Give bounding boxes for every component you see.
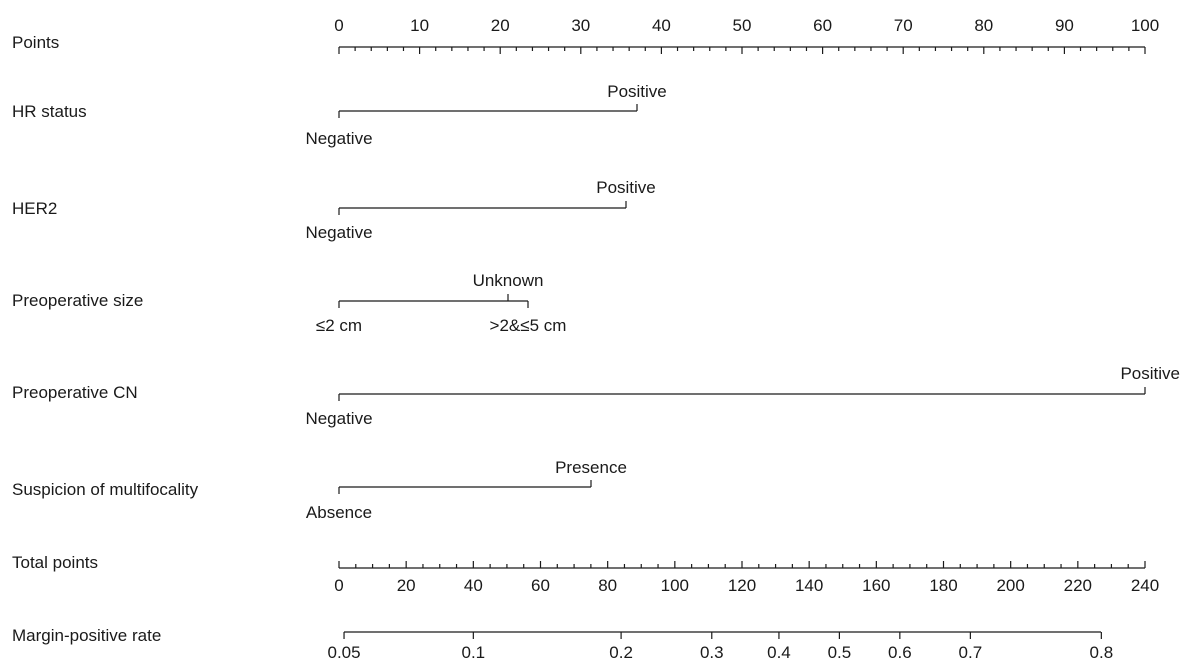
total-tick-label: 80	[598, 576, 617, 595]
variable-label-multifocality: Suspicion of multifocality	[12, 480, 199, 499]
total-tick-label: 120	[728, 576, 756, 595]
probability-tick-label: 0.8	[1090, 643, 1114, 662]
probability-axis: 0.05 0.1 0.2 0.3 0.4 0.5 0.6 0.7 0.8	[327, 631, 1114, 662]
variable-row-multifocality: Absence Presence	[306, 458, 627, 522]
total-tick-label: 160	[862, 576, 890, 595]
total-points-axis-label: Total points	[12, 553, 98, 572]
points-tick-label: 80	[974, 16, 993, 35]
probability-tick-label: 0.4	[767, 643, 791, 662]
points-tick-label: 40	[652, 16, 671, 35]
her2-level-negative: Negative	[305, 223, 372, 242]
probability-tick-label: 0.05	[327, 643, 360, 662]
variable-label-hr-status: HR status	[12, 102, 87, 121]
probability-tick-label: 0.5	[828, 643, 852, 662]
probability-axis-label: Margin-positive rate	[12, 626, 161, 645]
variable-row-preoperative-size: ≤2 cm Unknown >2&≤5 cm	[316, 271, 567, 335]
variable-label-her2: HER2	[12, 199, 57, 218]
points-tick-label: 60	[813, 16, 832, 35]
probability-tick-label: 0.1	[462, 643, 486, 662]
cn-level-negative: Negative	[305, 409, 372, 428]
total-tick-label: 0	[334, 576, 343, 595]
total-tick-label: 100	[661, 576, 689, 595]
points-axis: 0 10 20 30 40 50 60 70 80 90 100	[334, 16, 1159, 54]
size-level-le2cm: ≤2 cm	[316, 316, 362, 335]
points-tick-label: 0	[334, 16, 343, 35]
variable-row-preoperative-cn: Negative Positive	[305, 364, 1180, 428]
hr-status-level-negative: Negative	[305, 129, 372, 148]
variable-row-hr-status: Negative Positive	[305, 82, 666, 148]
points-tick-label: 20	[491, 16, 510, 35]
points-axis-label: Points	[12, 33, 59, 52]
total-points-axis: 0 20 40 60 80 100 120 140 160 180 200 220 240	[334, 561, 1159, 595]
variable-label-preoperative-size: Preoperative size	[12, 291, 143, 310]
total-tick-label: 20	[397, 576, 416, 595]
total-tick-label: 60	[531, 576, 550, 595]
total-tick-label: 220	[1064, 576, 1092, 595]
total-tick-label: 40	[464, 576, 483, 595]
total-tick-label: 140	[795, 576, 823, 595]
probability-tick-label: 0.2	[609, 643, 633, 662]
variable-label-preoperative-cn: Preoperative CN	[12, 383, 138, 402]
her2-level-positive: Positive	[596, 178, 656, 197]
multifocality-level-presence: Presence	[555, 458, 627, 477]
total-tick-label: 200	[996, 576, 1024, 595]
size-level-unknown: Unknown	[473, 271, 544, 290]
probability-tick-label: 0.6	[888, 643, 912, 662]
total-tick-label: 240	[1131, 576, 1159, 595]
probability-tick-label: 0.7	[959, 643, 983, 662]
points-tick-label: 100	[1131, 16, 1159, 35]
points-tick-label: 50	[733, 16, 752, 35]
variable-row-her2: Negative Positive	[305, 178, 655, 242]
multifocality-level-absence: Absence	[306, 503, 372, 522]
size-level-2to5cm: >2&≤5 cm	[490, 316, 567, 335]
points-tick-label: 90	[1055, 16, 1074, 35]
probability-tick-label: 0.3	[700, 643, 724, 662]
points-tick-label: 10	[410, 16, 429, 35]
points-tick-label: 70	[894, 16, 913, 35]
hr-status-level-positive: Positive	[607, 82, 667, 101]
total-tick-label: 180	[929, 576, 957, 595]
points-tick-label: 30	[571, 16, 590, 35]
cn-level-positive: Positive	[1120, 364, 1180, 383]
